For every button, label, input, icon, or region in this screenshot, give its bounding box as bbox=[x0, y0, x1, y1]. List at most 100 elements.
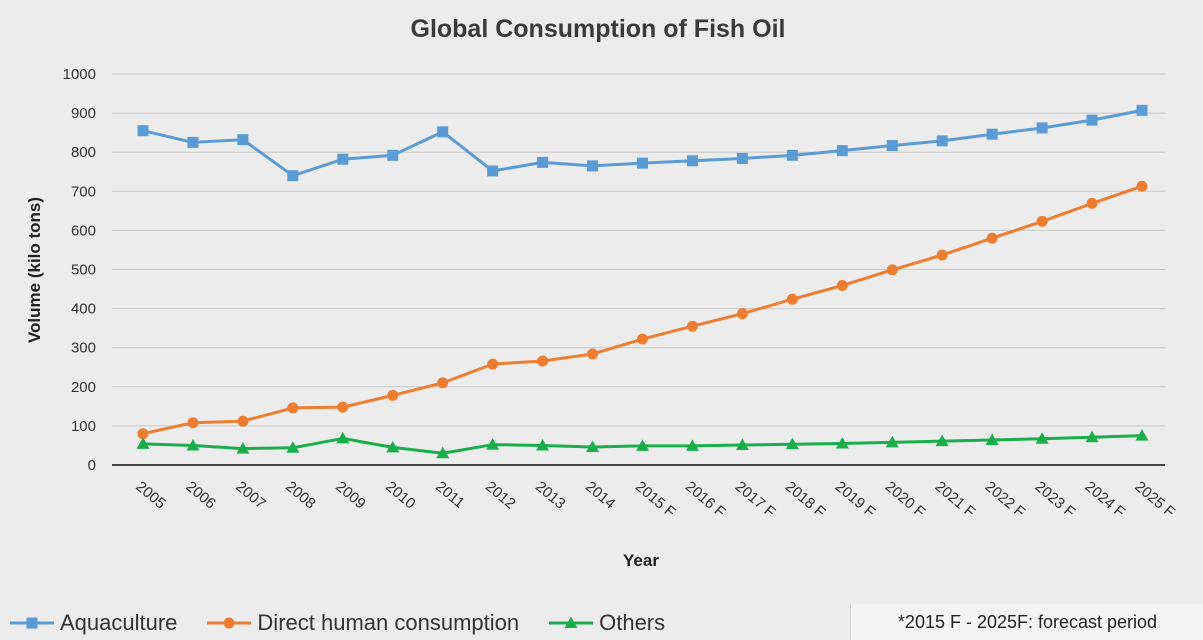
chart-title: Global Consumption of Fish Oil bbox=[411, 15, 786, 43]
data-point-others bbox=[885, 435, 899, 448]
data-point-others bbox=[835, 436, 849, 449]
y-tick-label: 300 bbox=[71, 340, 96, 357]
data-point-direct-human-consumption bbox=[287, 402, 299, 414]
data-point-others bbox=[586, 440, 600, 453]
data-point-direct-human-consumption bbox=[1086, 197, 1098, 209]
data-point-direct-human-consumption bbox=[686, 320, 698, 332]
data-point-aquaculture bbox=[986, 128, 998, 140]
data-point-direct-human-consumption bbox=[187, 417, 199, 429]
legend-item-aquaculture: Aquaculture bbox=[10, 610, 177, 636]
data-point-others bbox=[286, 441, 300, 453]
data-point-others bbox=[985, 433, 999, 445]
x-axis-label: Year bbox=[623, 551, 659, 570]
data-point-aquaculture bbox=[137, 125, 149, 137]
data-point-aquaculture bbox=[936, 135, 948, 147]
series-aquaculture bbox=[137, 104, 1148, 182]
data-point-others bbox=[1035, 432, 1049, 444]
data-point-aquaculture bbox=[437, 126, 449, 138]
data-point-aquaculture bbox=[686, 155, 698, 167]
data-point-direct-human-consumption bbox=[137, 428, 149, 440]
data-point-others bbox=[785, 437, 799, 450]
data-point-others bbox=[136, 437, 150, 449]
data-point-aquaculture bbox=[836, 145, 848, 157]
x-tick-label: 2013 bbox=[532, 478, 568, 512]
data-point-others bbox=[935, 434, 949, 447]
data-point-direct-human-consumption bbox=[836, 280, 848, 292]
data-point-aquaculture bbox=[637, 157, 648, 169]
y-tick-label: 100 bbox=[71, 418, 96, 435]
legend: Aquaculture Direct human consumption Other… bbox=[10, 606, 1203, 640]
series-others bbox=[136, 429, 1149, 459]
y-tick-label: 500 bbox=[71, 262, 96, 279]
forecast-note: *2015 F - 2025F: forecast period bbox=[850, 604, 1203, 640]
data-point-aquaculture bbox=[487, 165, 499, 177]
legend-label: Direct human consumption bbox=[257, 610, 520, 635]
legend-swatch bbox=[10, 617, 54, 629]
data-point-aquaculture bbox=[786, 149, 798, 161]
x-tick-label: 2006 bbox=[182, 478, 218, 512]
data-point-aquaculture bbox=[736, 152, 748, 164]
data-point-direct-human-consumption bbox=[587, 348, 599, 360]
x-tick-label: 2008 bbox=[282, 478, 318, 512]
y-axis-ticks: 0 100 200 300 400 500 600 700 800 900 1000 bbox=[63, 66, 96, 474]
y-tick-label: 900 bbox=[71, 105, 96, 122]
data-point-others bbox=[236, 442, 250, 454]
y-tick-label: 400 bbox=[71, 301, 96, 318]
y-tick-label: 200 bbox=[71, 379, 96, 396]
data-point-direct-human-consumption bbox=[487, 358, 499, 370]
x-tick-label: 2016 F bbox=[682, 478, 729, 521]
y-tick-label: 600 bbox=[71, 222, 96, 239]
data-point-aquaculture bbox=[287, 170, 299, 182]
y-tick-label: 800 bbox=[71, 144, 96, 161]
grid bbox=[112, 73, 1165, 427]
y-tick-label: 1000 bbox=[63, 66, 96, 83]
x-tick-label: 2010 bbox=[382, 478, 418, 512]
legend-item-others: Others bbox=[549, 610, 665, 636]
legend-item-direct-human-consumption: Direct human consumption bbox=[207, 610, 519, 636]
legend-marker bbox=[564, 616, 578, 628]
data-point-direct-human-consumption bbox=[437, 377, 449, 389]
data-point-aquaculture bbox=[187, 136, 199, 148]
x-tick-label: 2012 bbox=[482, 478, 518, 512]
data-point-others bbox=[636, 439, 649, 451]
series-layer bbox=[136, 104, 1149, 459]
data-point-others bbox=[486, 438, 500, 450]
data-point-direct-human-consumption bbox=[886, 264, 898, 276]
data-point-direct-human-consumption bbox=[736, 308, 748, 320]
data-point-direct-human-consumption bbox=[936, 249, 948, 261]
x-tick-label: 2009 bbox=[332, 478, 368, 512]
x-tick-label: 2014 bbox=[582, 478, 618, 512]
data-point-aquaculture bbox=[587, 160, 599, 172]
data-point-aquaculture bbox=[1036, 122, 1048, 134]
data-point-direct-human-consumption bbox=[237, 415, 249, 427]
y-tick-label: 0 bbox=[88, 457, 96, 474]
data-point-aquaculture bbox=[1136, 104, 1148, 116]
data-point-aquaculture bbox=[537, 156, 549, 168]
data-point-direct-human-consumption bbox=[337, 401, 349, 413]
x-tick-label: 2019 F bbox=[832, 478, 879, 521]
series-line-direct-human-consumption bbox=[142, 184, 1143, 436]
y-tick-label: 700 bbox=[71, 183, 96, 200]
x-tick-label: 2018 F bbox=[782, 478, 829, 521]
data-point-others bbox=[186, 438, 200, 451]
chart: Global Consumption of Fish Oil 0 100 200 30… bbox=[25, 15, 1178, 570]
legend-marker bbox=[26, 617, 38, 629]
legend-swatch bbox=[207, 617, 252, 629]
data-point-aquaculture bbox=[237, 134, 249, 146]
data-point-direct-human-consumption bbox=[387, 389, 399, 401]
x-tick-label: 2017 F bbox=[732, 478, 779, 521]
x-tick-label: 2005 bbox=[132, 478, 168, 512]
data-point-others bbox=[1135, 429, 1149, 441]
x-tick-label: 2015 F bbox=[632, 478, 679, 521]
data-point-direct-human-consumption bbox=[537, 355, 549, 367]
data-point-direct-human-consumption bbox=[637, 333, 648, 345]
data-point-others bbox=[336, 431, 350, 444]
x-tick-label: 2011 bbox=[432, 478, 468, 512]
x-tick-label: 2020 F bbox=[882, 478, 929, 521]
data-point-direct-human-consumption bbox=[1036, 215, 1048, 227]
data-point-others bbox=[735, 438, 749, 451]
data-point-direct-human-consumption bbox=[786, 293, 798, 305]
data-point-others bbox=[1085, 430, 1099, 443]
series-direct-human-consumption bbox=[137, 180, 1148, 440]
legend-swatch bbox=[549, 616, 594, 628]
